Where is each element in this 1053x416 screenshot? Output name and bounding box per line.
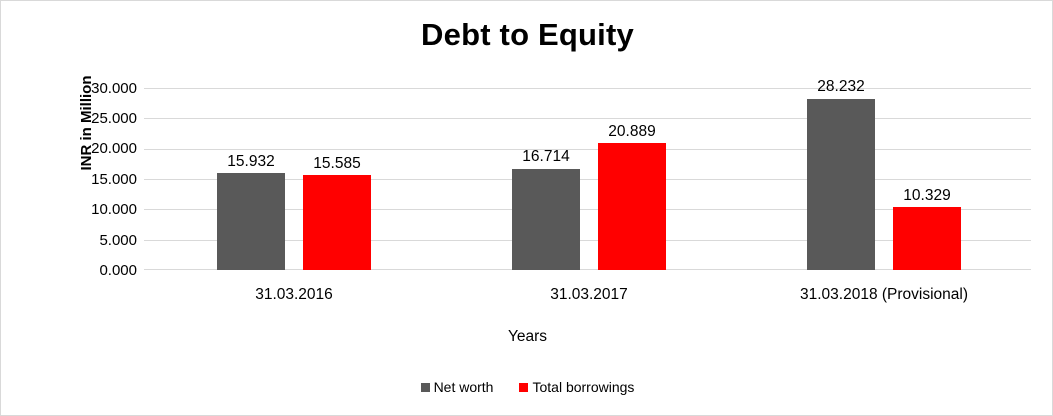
- legend-label: Net worth: [433, 379, 494, 395]
- gridline: [144, 88, 1031, 89]
- y-tick-label: 10.000: [91, 201, 137, 218]
- gridline: [144, 240, 1031, 241]
- y-tick-label: 30.000: [91, 80, 137, 97]
- category-label-2016: 31.03.2016: [255, 286, 333, 303]
- x-axis-category-labels: 31.03.2016 31.03.2017 31.03.2018 (Provis…: [144, 286, 1031, 308]
- gridline: [144, 269, 1031, 270]
- plot-area: 15.932 15.585 16.714 20.889 28.232 10.32…: [144, 78, 1031, 270]
- bar-value-label: 15.932: [227, 152, 275, 170]
- y-tick-label: 20.000: [91, 140, 137, 157]
- y-tick-label: 0.000: [99, 262, 137, 279]
- bar-value-label: 16.714: [522, 147, 570, 165]
- category-label-2018: 31.03.2018 (Provisional): [799, 286, 969, 303]
- legend-item-borrowings[interactable]: Total borrowings: [519, 379, 634, 395]
- y-tick-label: 15.000: [91, 171, 137, 188]
- chart-legend: Net worth Total borrowings: [1, 379, 1052, 395]
- gridline: [144, 209, 1031, 210]
- y-tick-label: 5.000: [99, 232, 137, 249]
- bar-borrowings-2018[interactable]: [893, 207, 961, 270]
- category-label-2017: 31.03.2017: [550, 286, 628, 303]
- chart-title: Debt to Equity: [421, 17, 634, 52]
- gridline: [144, 179, 1031, 180]
- bar-value-label: 10.329: [903, 186, 951, 204]
- bar-borrowings-2017[interactable]: [598, 143, 666, 270]
- y-axis-tick-labels: 30.000 25.000 20.000 15.000 10.000 5.000…: [1, 81, 1052, 278]
- y-tick-label: 25.000: [91, 110, 137, 127]
- bar-networth-2017[interactable]: [512, 168, 580, 270]
- bar-value-label: 28.232: [817, 77, 865, 95]
- legend-swatch-icon: [519, 382, 529, 392]
- legend-swatch-icon: [420, 382, 430, 392]
- bar-value-label: 15.585: [313, 154, 361, 172]
- legend-item-networth[interactable]: Net worth: [420, 379, 494, 395]
- x-axis-title: Years: [507, 328, 548, 345]
- bar-borrowings-2016[interactable]: [303, 175, 371, 270]
- bar-value-label: 20.889: [608, 122, 656, 140]
- bar-networth-2018[interactable]: [807, 98, 875, 270]
- gridline: [144, 118, 1031, 119]
- gridline: [144, 149, 1031, 150]
- bar-networth-2016[interactable]: [217, 173, 285, 270]
- legend-label: Total borrowings: [532, 379, 635, 395]
